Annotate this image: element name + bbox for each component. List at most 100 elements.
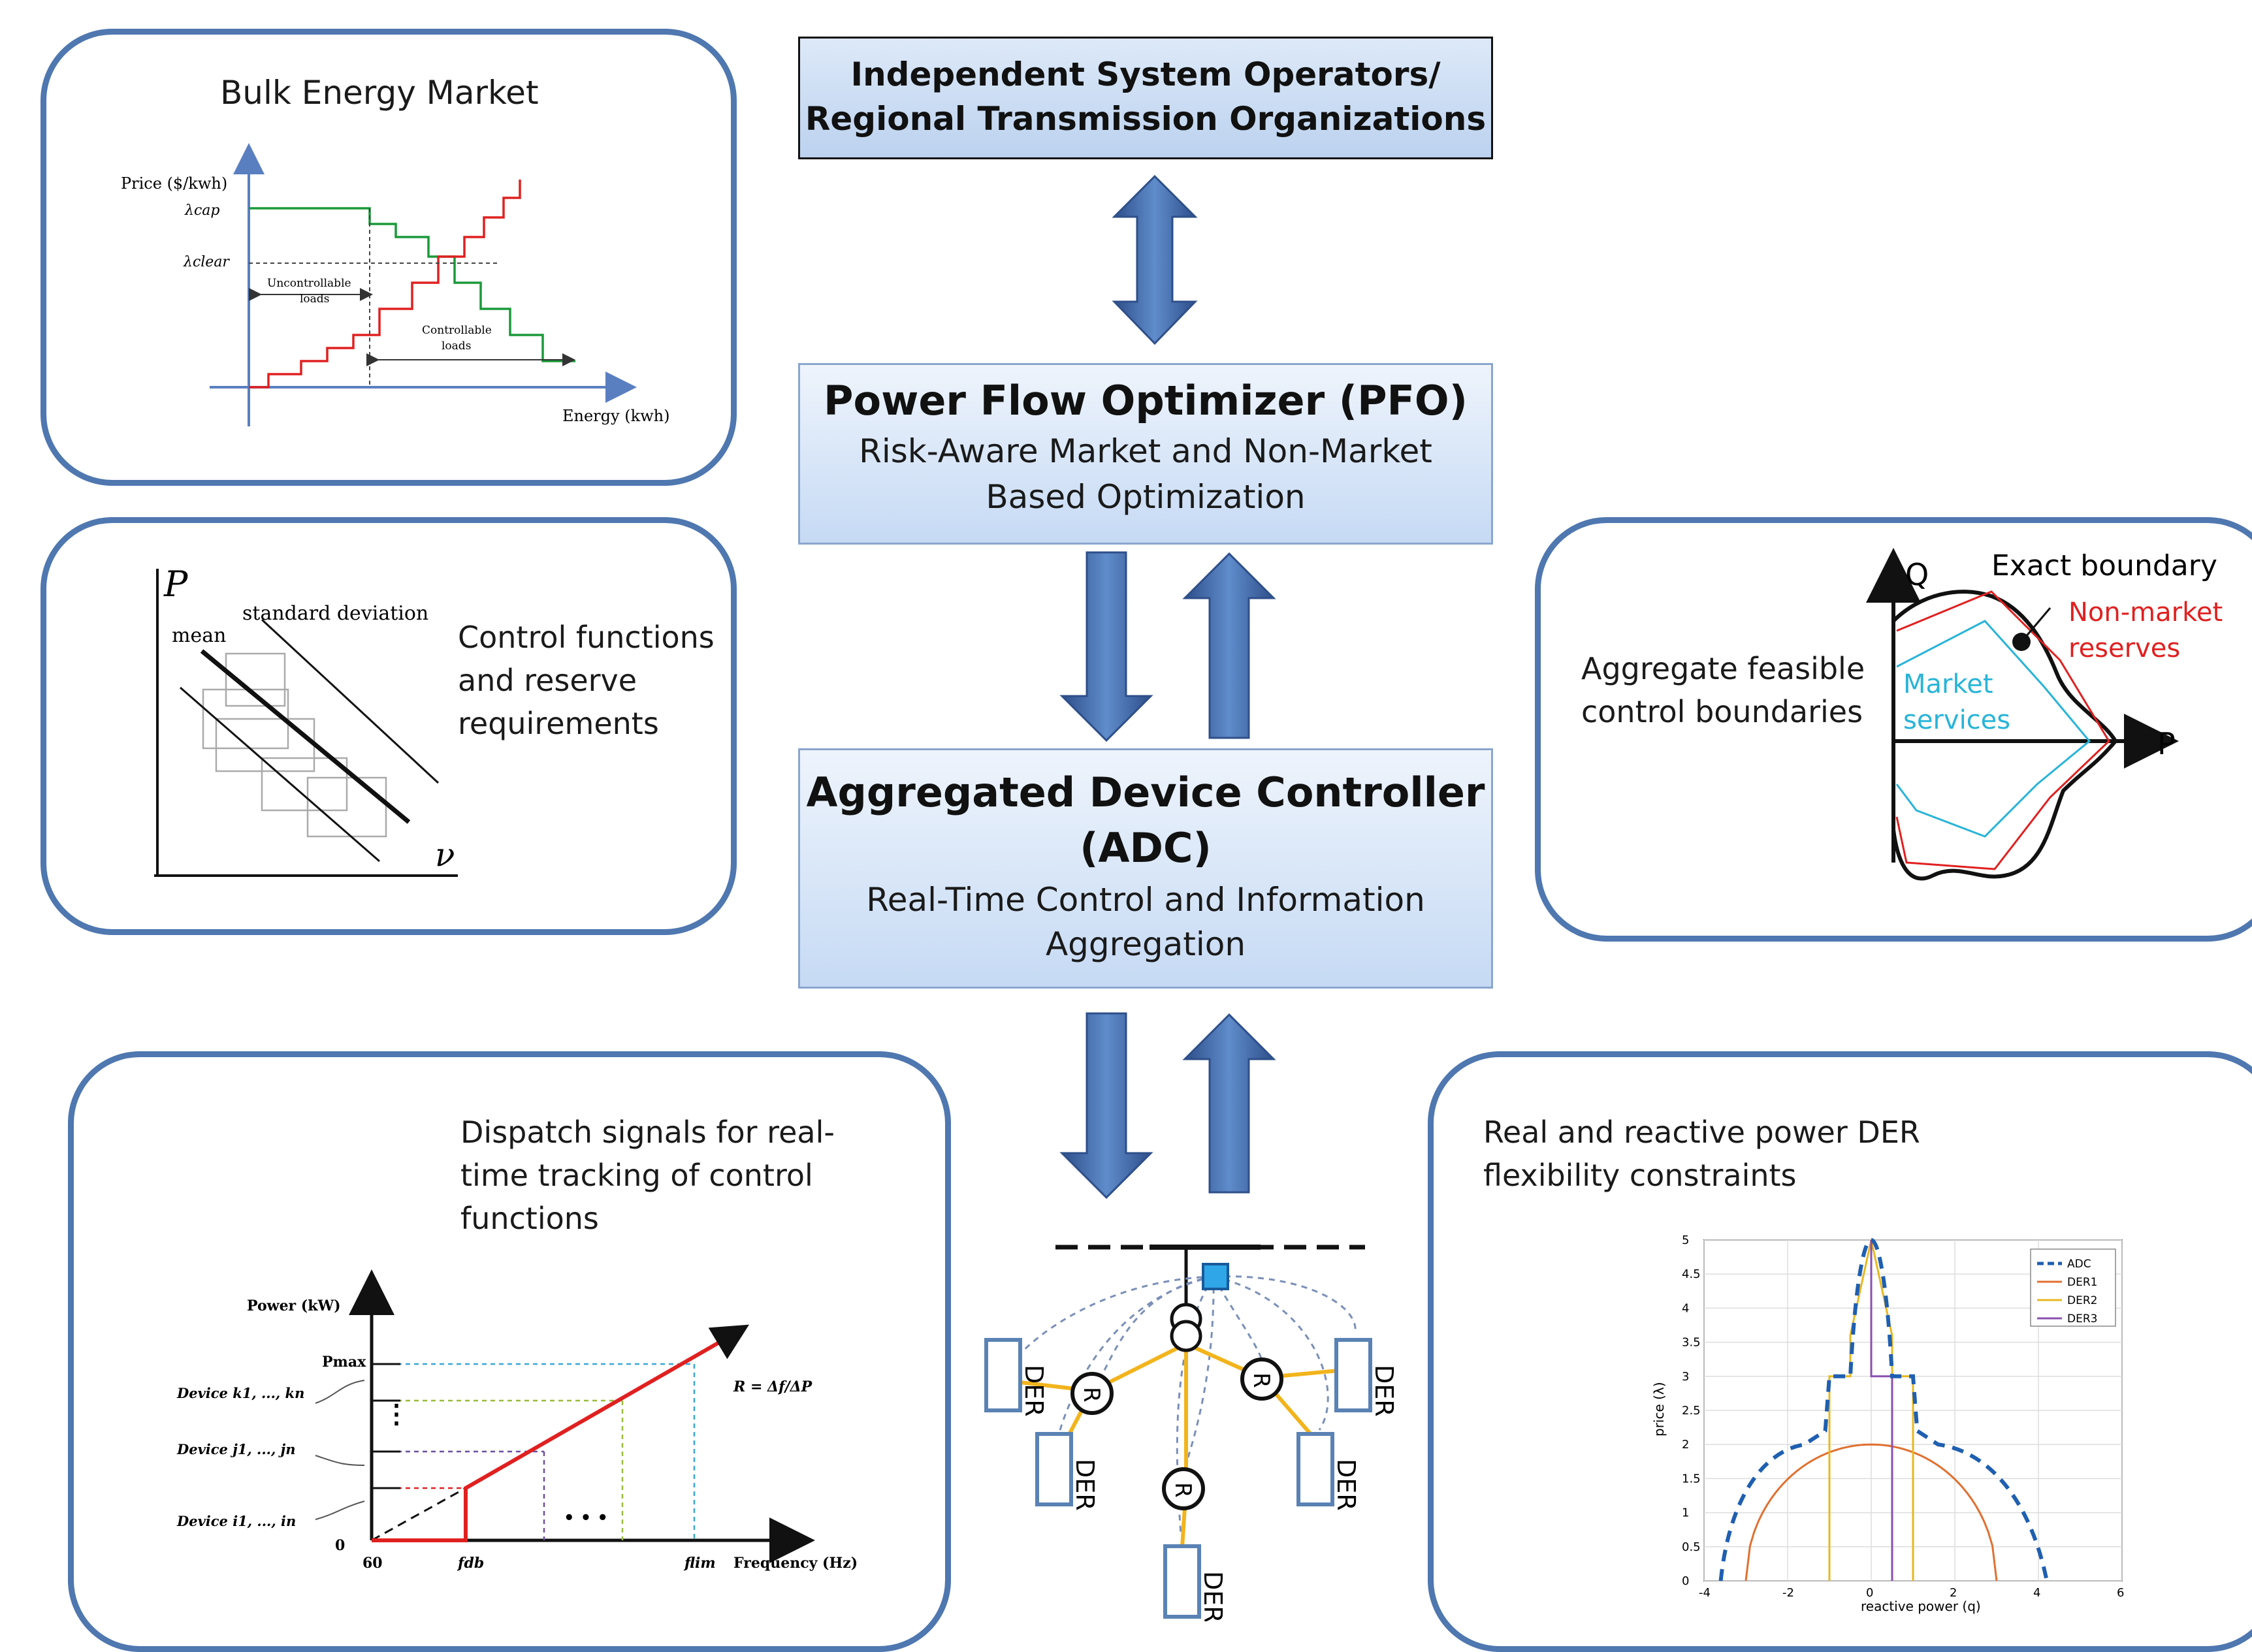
- flex-xtick-label: 4: [2033, 1586, 2040, 1600]
- svg-text:DER: DER: [1332, 1459, 1360, 1511]
- bulk-xlabel: Energy (kwh): [562, 407, 669, 425]
- der-box: DER: [984, 1338, 1048, 1417]
- flex-xlabel: reactive power (q): [1861, 1598, 1981, 1614]
- boundary-q-axis: Q: [1905, 557, 1929, 592]
- vertical-dots: ⋮: [383, 1399, 410, 1429]
- flex-ytick-label: 2.5: [1682, 1404, 1701, 1418]
- pfo-sub-1: Risk-Aware Market and Non-Market: [859, 432, 1432, 470]
- bulk-energy-market-chart: Price ($/kwh) λcap λclear Uncontrollable…: [121, 143, 669, 426]
- device-i-label: Device i1, ..., in: [176, 1513, 296, 1529]
- flex-xtick-label: -4: [1699, 1586, 1711, 1600]
- flex-ytick-label: 5: [1682, 1233, 1689, 1247]
- boundary-text-2: control boundaries: [1581, 694, 1863, 729]
- relay-label: R: [1170, 1482, 1196, 1498]
- flex-xtick-label: 0: [1866, 1586, 1873, 1600]
- der-flexibility-panel: Real and reactive power DER flexibility …: [1428, 1051, 2252, 1652]
- control-v-axis: ν: [435, 836, 455, 874]
- flex-xtick-label: 6: [2117, 1586, 2124, 1600]
- control-functions-chart: P ν mean standard deviation: [154, 564, 458, 877]
- pfo-sub-2: Based Optimization: [986, 478, 1306, 516]
- control-text-2: and reserve: [458, 663, 637, 698]
- dispatch-text-1: Dispatch signals for real-: [460, 1115, 835, 1150]
- flex-ytick-label: 4.5: [1682, 1267, 1701, 1281]
- der3-curve: [1870, 1240, 1893, 1581]
- iso-rto-box: Independent System Operators/ Regional T…: [798, 37, 1493, 159]
- exact-boundary-curve: [1891, 590, 2118, 881]
- device-j-label: Device j1, ..., jn: [176, 1441, 295, 1457]
- fdb-label: fdb: [457, 1555, 484, 1572]
- legend-label: DER3: [2067, 1312, 2097, 1326]
- dispatch-ylabel: Power (kW): [247, 1297, 341, 1314]
- dispatch-text-2: time tracking of control: [460, 1158, 813, 1193]
- pfo-box: Power Flow Optimizer (PFO) Risk-Aware Ma…: [798, 363, 1493, 545]
- distribution-network: R R R DER DER DER DER DER: [984, 1245, 1398, 1621]
- control-text-1: Control functions: [458, 620, 715, 655]
- flex-chart: -4 -2 0 2 4 6 0 0.5 1 1.5 2 2.5 3 3.5 4 4.5 5 reactive po…: [1651, 1233, 2124, 1614]
- mean-label: mean: [172, 624, 226, 647]
- adc-network-down-arrow: [1059, 1012, 1153, 1199]
- flex-ylabel: price (λ): [1651, 1382, 1667, 1437]
- nonmarket-label-1: Non-market: [2068, 597, 2223, 627]
- flex-ytick-label: 2: [1682, 1438, 1689, 1452]
- control-p-axis: P: [163, 564, 189, 605]
- nonmarket-boundary: [1895, 590, 2110, 870]
- legend-label: DER2: [2067, 1294, 2097, 1307]
- adc-sub-2: Aggregation: [1045, 925, 1246, 963]
- dispatch-chart: Power (kW) Pmax Device k1, ..., kn Devic…: [176, 1269, 858, 1572]
- network-adc-up-arrow: [1182, 1013, 1276, 1194]
- flex-ytick-label: 0.5: [1682, 1540, 1701, 1554]
- der-box: DER: [1296, 1432, 1360, 1511]
- bulk-energy-market-title: Bulk Energy Market: [220, 74, 539, 112]
- horizontal-dots: • • •: [564, 1508, 608, 1528]
- aggregate-boundary-chart: Q P Exact boundary Non-market reserves M…: [1866, 548, 2223, 881]
- adc-box: Aggregated Device Controller (ADC) Real-…: [798, 748, 1493, 989]
- demand-curve: [249, 207, 575, 362]
- control-functions-panel: P ν mean standard deviation Control func…: [40, 517, 737, 935]
- bulk-ylabel: Price ($/kwh): [121, 174, 227, 193]
- control-text-3: requirements: [458, 706, 659, 741]
- aggregate-boundary-panel: Aggregate feasible control boundaries Q …: [1535, 517, 2252, 942]
- svg-text:DER: DER: [1198, 1571, 1227, 1621]
- iso-pfo-double-arrow: [1112, 174, 1198, 345]
- der-box: DER: [1163, 1544, 1227, 1621]
- relay-label: R: [1248, 1373, 1274, 1388]
- lambda-cap-label: λcap: [184, 202, 219, 219]
- droop-label: R = Δf/ΔP: [733, 1378, 813, 1395]
- flex-ytick-label: 1: [1682, 1506, 1689, 1520]
- svg-text:DER: DER: [1070, 1459, 1099, 1511]
- market-boundary: [1895, 620, 2091, 838]
- flex-ytick-label: 4: [1682, 1301, 1689, 1315]
- uncontrollable-label-2: loads: [300, 293, 329, 306]
- controllable-label-2: loads: [442, 340, 471, 353]
- flex-ytick-label: 3: [1682, 1370, 1689, 1384]
- flex-ytick-label: 3.5: [1682, 1336, 1701, 1350]
- flex-text-2: flexibility constraints: [1483, 1158, 1797, 1193]
- uncontrollable-label-1: Uncontrollable: [267, 277, 351, 290]
- adc-title-1: Aggregated Device Controller: [806, 769, 1485, 816]
- flex-xtick-label: -2: [1782, 1586, 1794, 1600]
- dispatch-text-3: functions: [460, 1201, 599, 1236]
- svg-text:DER: DER: [1020, 1365, 1048, 1417]
- device-k-label: Device k1, ..., kn: [176, 1385, 304, 1401]
- market-label-1: Market: [1903, 669, 1993, 699]
- der-box: DER: [1334, 1338, 1398, 1417]
- legend-label: ADC: [2067, 1258, 2091, 1271]
- flim-label: flim: [683, 1555, 716, 1572]
- flex-legend: [2030, 1248, 2116, 1327]
- svg-text:DER: DER: [1370, 1365, 1398, 1417]
- dispatch-xlabel: Frequency (Hz): [733, 1555, 858, 1572]
- flex-ytick-label: 1.5: [1682, 1472, 1701, 1485]
- flex-text-1: Real and reactive power DER: [1483, 1115, 1920, 1150]
- der1-curve: [1745, 1443, 1998, 1581]
- market-label-2: services: [1903, 705, 2010, 735]
- relay-label: R: [1078, 1387, 1104, 1403]
- bulk-energy-market-panel: Bulk Energy Market Price ($/kwh) λcap λc…: [40, 29, 737, 486]
- flex-ytick-label: 0: [1682, 1574, 1689, 1588]
- iso-line-2: Regional Transmission Organizations: [805, 100, 1487, 138]
- pmax-label: Pmax: [322, 1354, 366, 1371]
- boundary-p-axis: P: [2157, 726, 2176, 761]
- adc-title-2: (ADC): [1080, 824, 1212, 872]
- exact-boundary-label: Exact boundary: [1991, 549, 2217, 582]
- pfo-adc-down-arrow: [1059, 551, 1153, 742]
- lambda-clear-label: λclear: [183, 254, 230, 270]
